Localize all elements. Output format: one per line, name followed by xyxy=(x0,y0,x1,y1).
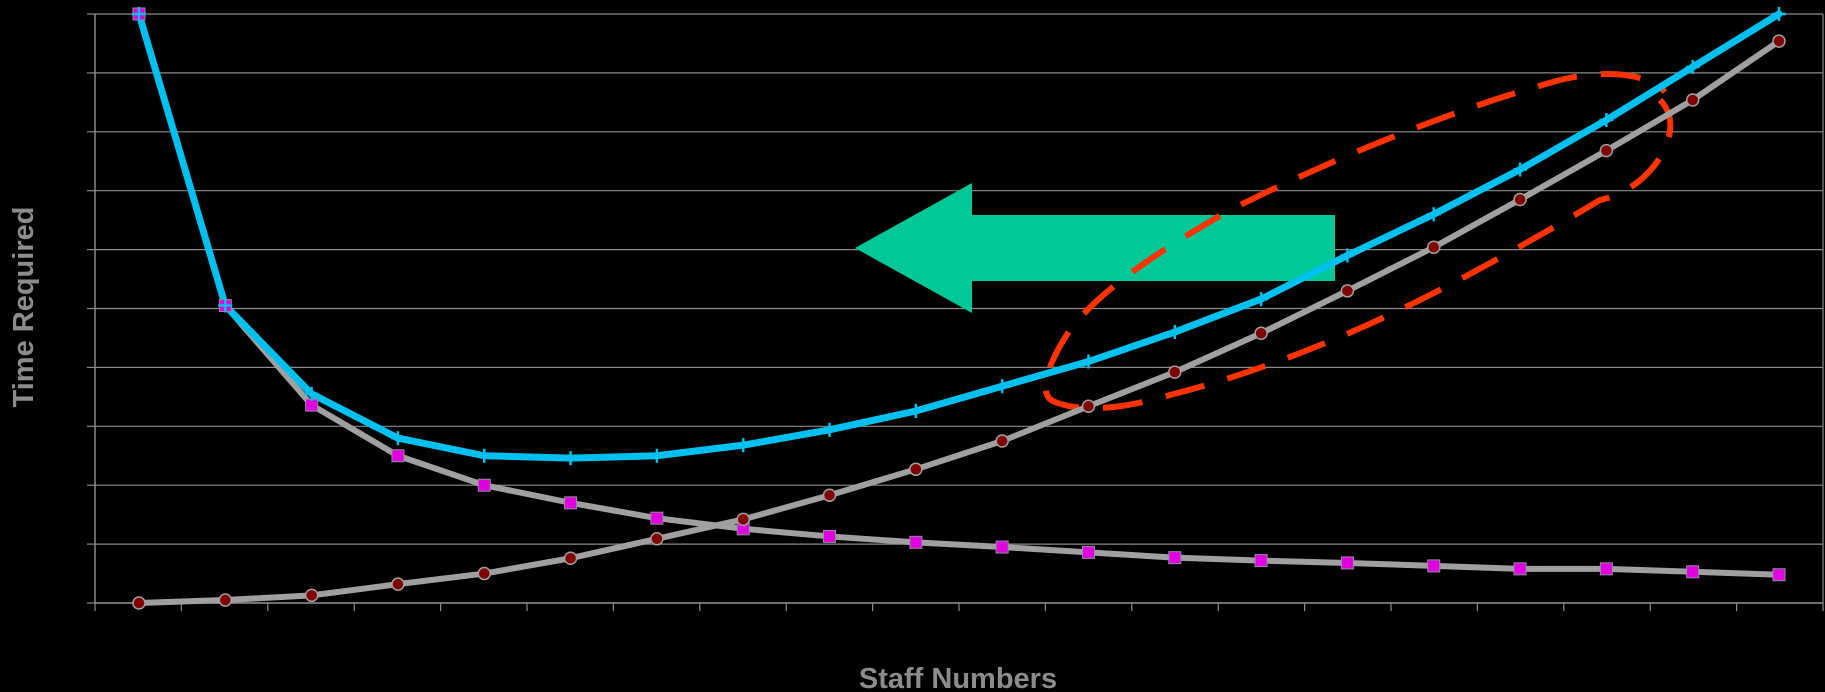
data-point-plus xyxy=(132,7,146,21)
data-point-circle xyxy=(1168,365,1182,379)
data-point-square xyxy=(1686,565,1700,579)
series-line xyxy=(136,11,1782,578)
data-point-plus xyxy=(477,448,492,463)
data-point-circle xyxy=(1426,240,1441,254)
data-point-circle xyxy=(822,488,837,502)
data-point-square xyxy=(477,478,491,492)
data-point-plus xyxy=(1426,207,1441,222)
series-markers-2 xyxy=(132,34,1786,610)
data-point-circle xyxy=(736,512,750,527)
data-point-circle xyxy=(1513,192,1527,207)
data-point-square xyxy=(1254,554,1268,568)
series-2 xyxy=(136,38,1782,606)
data-point-plus xyxy=(304,386,319,401)
data-point-circle xyxy=(218,593,233,607)
series-markers-0 xyxy=(132,7,1786,466)
data-point-square xyxy=(995,540,1009,554)
data-point-circle xyxy=(1340,284,1355,298)
data-point-square xyxy=(1599,562,1613,576)
data-point-square xyxy=(1513,562,1527,576)
data-point-square xyxy=(1081,545,1095,559)
series xyxy=(132,7,1786,610)
data-point-plus xyxy=(736,438,751,453)
grid xyxy=(87,13,1823,604)
series-line xyxy=(135,10,1783,462)
data-point-square xyxy=(1168,551,1182,565)
series-0 xyxy=(135,10,1783,462)
data-point-square xyxy=(564,496,578,510)
data-point-square xyxy=(1427,559,1441,573)
data-point-circle xyxy=(132,596,146,610)
data-point-circle xyxy=(1081,399,1096,414)
data-point-circle xyxy=(650,532,664,546)
series-line xyxy=(136,38,1782,606)
data-point-circle xyxy=(391,577,405,591)
data-point-circle xyxy=(909,462,923,477)
data-point-plus xyxy=(1685,60,1700,75)
data-point-plus xyxy=(1599,113,1614,128)
data-point-circle xyxy=(1685,93,1700,107)
data-point-plus xyxy=(1167,325,1182,340)
data-point-square xyxy=(909,535,923,549)
series-markers-1 xyxy=(132,7,1786,582)
data-point-plus xyxy=(995,379,1010,394)
data-point-plus xyxy=(822,422,837,437)
dashed-ellipse-annotation xyxy=(1042,71,1674,412)
data-point-plus xyxy=(218,298,233,313)
data-point-plus xyxy=(1081,354,1096,369)
y-axis-label: Time Required xyxy=(8,207,40,408)
data-point-square xyxy=(650,511,664,525)
data-point-circle xyxy=(563,551,578,565)
data-point-plus xyxy=(908,403,923,418)
data-point-square xyxy=(391,449,405,463)
data-point-plus xyxy=(1513,162,1528,177)
data-point-circle xyxy=(1254,326,1268,340)
series-1 xyxy=(136,11,1782,578)
data-point-circle xyxy=(477,566,492,581)
data-point-square xyxy=(1772,568,1786,582)
data-point-square xyxy=(1340,556,1354,570)
data-point-circle xyxy=(304,588,319,603)
left-arrow-annotation xyxy=(855,183,1335,313)
annotations xyxy=(855,71,1674,412)
data-point-plus xyxy=(563,451,578,466)
data-point-square xyxy=(823,529,837,543)
x-axis-label: Staff Numbers xyxy=(859,663,1057,692)
data-point-plus xyxy=(1772,7,1786,21)
data-point-plus xyxy=(1340,248,1355,263)
axes xyxy=(94,14,1824,611)
data-point-plus xyxy=(649,448,664,463)
data-point-circle xyxy=(1772,34,1786,48)
data-point-circle xyxy=(1599,143,1614,158)
data-point-plus xyxy=(390,431,405,446)
data-point-plus xyxy=(1254,292,1269,307)
data-point-circle xyxy=(995,434,1009,448)
